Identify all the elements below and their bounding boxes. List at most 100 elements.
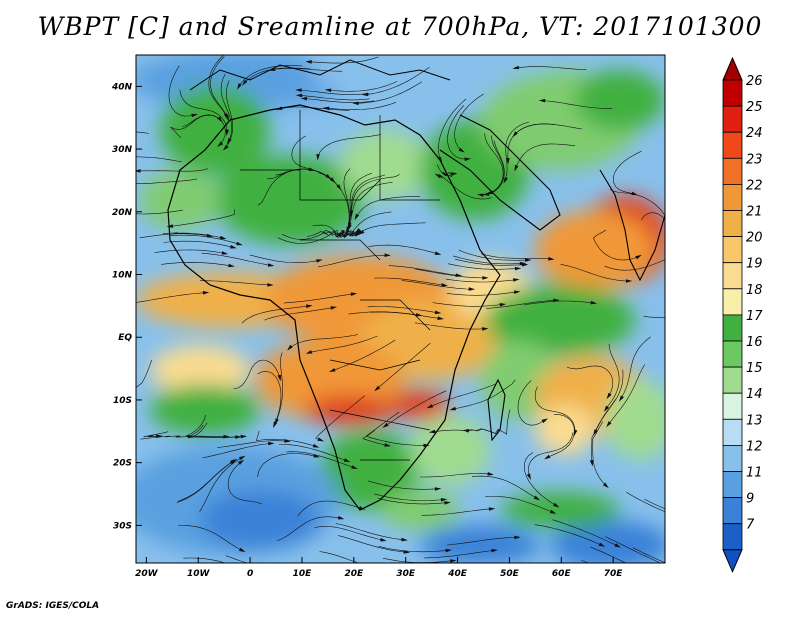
streamline-arrowhead: [295, 88, 302, 92]
streamline: [542, 100, 613, 109]
streamline: [362, 411, 400, 446]
streamline-arrowhead: [590, 300, 598, 305]
streamline-arrowhead: [313, 454, 320, 458]
streamline-arrowhead: [635, 254, 642, 260]
borders: [240, 110, 440, 461]
streamline: [560, 264, 629, 282]
streamline: [566, 365, 614, 396]
streamline: [420, 473, 491, 478]
streamline: [447, 263, 518, 270]
streamline: [534, 386, 576, 433]
streamline: [178, 525, 243, 551]
streamline: [136, 359, 152, 388]
streamline: [620, 336, 651, 399]
colorbar-swatch: [722, 444, 743, 472]
streamline-arrowhead: [488, 507, 496, 511]
streamline-arrowhead: [384, 443, 391, 447]
lon-tick-label: 20W: [135, 569, 159, 579]
streamline: [170, 209, 235, 227]
streamline: [458, 249, 528, 261]
map-frame: [135, 54, 666, 564]
streamline: [319, 551, 360, 563]
streamline: [589, 546, 627, 563]
streamline: [244, 67, 311, 83]
streamline-arrowhead: [356, 231, 364, 236]
streamline: [516, 66, 587, 70]
colorbar-swatch: [722, 105, 743, 133]
streamline: [552, 519, 618, 547]
streamline-layer: [136, 55, 715, 573]
streamline-arrowhead: [223, 434, 230, 439]
lat-tick-label: EQ: [118, 333, 132, 343]
streamline-arrowhead: [354, 213, 360, 221]
lon-tick-label: 0: [247, 569, 253, 579]
streamline: [227, 461, 263, 505]
streamline-arrowhead: [217, 141, 224, 147]
streamline: [348, 174, 386, 226]
streamline-arrowhead: [434, 173, 442, 179]
streamline: [161, 261, 231, 267]
colorbar-swatch: [722, 392, 743, 420]
streamline-arrowhead: [239, 455, 246, 461]
streamline: [388, 265, 459, 276]
streamline-arrowhead: [708, 520, 715, 524]
streamline: [201, 252, 271, 266]
streamline-arrowhead: [225, 114, 229, 122]
streamline-arrowhead: [322, 106, 330, 111]
streamline: [279, 106, 350, 111]
streamline-arrowhead: [235, 435, 242, 439]
streamline: [162, 232, 223, 239]
streamline-arrowhead: [503, 177, 508, 184]
streamline: [424, 550, 494, 559]
streamline-arrowhead: [625, 279, 633, 283]
lon-tick-label: 70E: [604, 569, 624, 579]
colorbar-label: 26: [746, 74, 763, 89]
colorbar-min-arrow: [722, 549, 743, 574]
streamline-arrowhead: [415, 313, 423, 317]
streamline: [523, 300, 594, 306]
streamline-arrowhead: [669, 255, 676, 259]
streamline: [471, 475, 537, 499]
streamline: [225, 555, 249, 563]
streamline: [641, 212, 665, 221]
streamline-arrowhead: [526, 473, 531, 480]
wbpt-field: [136, 55, 715, 573]
streamline-arrowhead: [343, 458, 351, 463]
streamline: [315, 395, 365, 441]
streamline-arrowhead: [541, 418, 548, 424]
streamline: [179, 89, 228, 133]
colorbar-swatch: [722, 314, 743, 342]
streamline-arrowhead: [374, 385, 381, 392]
colorbar-swatch: [722, 340, 743, 368]
streamline-arrowhead: [514, 535, 521, 540]
colorbar-swatch: [722, 497, 743, 525]
streamline-arrowhead: [317, 437, 325, 442]
streamline-arrowhead: [300, 96, 308, 101]
streamline: [447, 537, 517, 546]
colorbar-label: 15: [746, 361, 763, 376]
streamline-arrowhead: [384, 569, 391, 573]
colorbar-swatch: [722, 183, 743, 211]
colorbar-swatch: [722, 366, 743, 394]
streamline: [350, 174, 400, 214]
colorbar-label: 22: [746, 178, 763, 193]
lon-tick-label: 30E: [396, 569, 416, 579]
streamline-arrowhead: [519, 261, 527, 266]
streamline-arrowhead: [434, 251, 442, 255]
streamline: [255, 430, 316, 447]
streamline: [609, 189, 665, 217]
latitude-axis: 40N 30N 20N 10N EQ 10S 20S 30S: [111, 82, 142, 531]
streamline-arrowhead: [593, 429, 598, 436]
lon-tick-label: 40E: [447, 569, 468, 579]
colorbar-label: 14: [746, 387, 763, 402]
streamline-arrowhead: [464, 157, 471, 162]
streamline: [170, 114, 221, 139]
grads-credit: GrADS: IGES/COLA: [6, 601, 100, 611]
streamline: [338, 535, 407, 553]
streamline: [594, 369, 624, 433]
streamline: [138, 168, 208, 172]
streamline-arrowhead: [219, 235, 227, 240]
streamline: [208, 55, 227, 117]
streamline-arrowhead: [229, 459, 237, 465]
